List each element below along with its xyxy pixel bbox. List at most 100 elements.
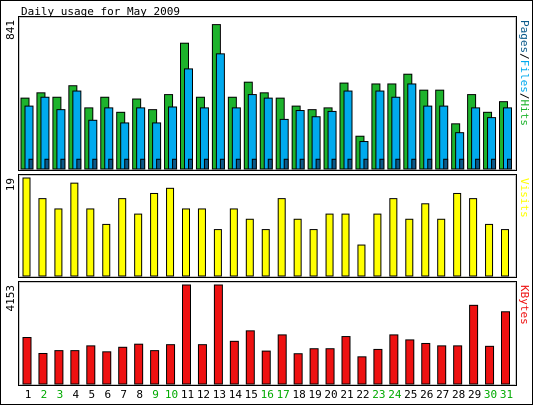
- pages-bar-day-19: [315, 158, 321, 170]
- visits-bar-day-12: [197, 208, 206, 277]
- kbytes-bar-day-4: [70, 350, 80, 385]
- pages-bar-day-16: [267, 158, 273, 170]
- visits-bar-day-8: [134, 213, 143, 277]
- kbytes-panel-max-label: 4153: [4, 285, 17, 312]
- kbytes-bar-day-22: [357, 356, 367, 385]
- files-bar-day-25: [407, 83, 417, 170]
- hits-panel-legend-item-4: Hits: [518, 100, 531, 127]
- visits-panel-max-label: 19: [4, 178, 17, 191]
- day-label-24: 24: [388, 388, 402, 401]
- pages-bar-day-15: [251, 158, 257, 170]
- visits-bar-day-4: [70, 182, 79, 277]
- day-label-18: 18: [293, 388, 306, 401]
- pages-bar-day-12: [203, 158, 209, 170]
- kbytes-bar-day-31: [501, 311, 510, 385]
- hits-panel-legend-item-1: /: [518, 53, 531, 60]
- visits-bar-day-28: [453, 192, 462, 277]
- visits-bar-day-15: [245, 218, 254, 277]
- visits-bar-day-20: [325, 213, 334, 277]
- hits-panel-legend-item-2: Files: [518, 60, 531, 93]
- pages-bar-day-1: [28, 158, 34, 170]
- files-bar-day-16: [263, 97, 273, 170]
- day-label-9: 9: [152, 388, 159, 401]
- visits-bar-day-30: [485, 223, 494, 277]
- pages-bar-day-7: [124, 158, 130, 170]
- day-label-2: 2: [41, 388, 48, 401]
- hits-panel-legend-item-0: Pages: [518, 20, 531, 53]
- day-label-1: 1: [25, 388, 32, 401]
- visits-bar-day-22: [357, 244, 366, 277]
- pages-bar-day-11: [188, 158, 193, 170]
- day-label-30: 30: [484, 388, 497, 401]
- files-bar-day-23: [375, 90, 385, 170]
- day-label-22: 22: [356, 388, 369, 401]
- kbytes-bar-day-14: [229, 340, 239, 385]
- visits-bar-day-11: [182, 208, 190, 277]
- day-label-27: 27: [436, 388, 449, 401]
- visits-bar-day-16: [261, 229, 270, 277]
- hits-panel-legend-item-3: /: [518, 93, 531, 100]
- visits-bar-day-7: [118, 198, 127, 277]
- kbytes-bar-day-18: [293, 353, 303, 385]
- day-label-20: 20: [324, 388, 337, 401]
- visits-bar-day-2: [38, 198, 47, 277]
- pages-bar-day-22: [363, 158, 369, 170]
- kbytes-bar-day-19: [309, 348, 319, 385]
- kbytes-bar-day-26: [421, 342, 431, 385]
- kbytes-bar-day-27: [437, 345, 447, 385]
- files-bar-day-15: [247, 94, 257, 170]
- day-label-4: 4: [73, 388, 80, 401]
- day-label-11: 11: [181, 388, 194, 401]
- pages-bar-day-4: [76, 158, 82, 170]
- visits-bar-day-3: [54, 208, 63, 277]
- files-bar-day-13: [215, 53, 225, 170]
- files-bar-day-11: [184, 68, 193, 170]
- visits-bar-day-21: [341, 213, 350, 277]
- pages-bar-day-6: [108, 158, 114, 170]
- visits-bar-day-17: [277, 198, 286, 277]
- files-bar-day-4: [72, 90, 82, 170]
- pages-bar-day-8: [140, 158, 146, 170]
- day-label-12: 12: [197, 388, 210, 401]
- day-label-25: 25: [404, 388, 417, 401]
- pages-bar-day-24: [395, 158, 401, 170]
- day-label-14: 14: [229, 388, 243, 401]
- day-label-15: 15: [245, 388, 258, 401]
- kbytes-bar-day-1: [22, 337, 32, 385]
- visits-bar-day-19: [309, 229, 318, 277]
- kbytes-bar-day-7: [118, 346, 128, 385]
- kbytes-bar-day-29: [469, 304, 479, 385]
- day-label-13: 13: [213, 388, 226, 401]
- day-label-19: 19: [308, 388, 321, 401]
- pages-bar-day-30: [491, 158, 497, 170]
- pages-bar-day-20: [331, 158, 337, 170]
- pages-bar-day-18: [299, 158, 305, 170]
- pages-bar-day-2: [44, 158, 50, 170]
- visits-bar-day-18: [293, 218, 302, 277]
- visits-bar-day-24: [389, 198, 398, 277]
- hits-panel-legend: Pages/Files/Hits: [518, 20, 531, 126]
- pages-bar-day-23: [379, 158, 385, 170]
- kbytes-bar-day-3: [54, 350, 64, 385]
- kbytes-bar-day-17: [277, 334, 287, 385]
- visits-bar-day-29: [469, 198, 478, 277]
- visits-bar-day-23: [373, 213, 382, 277]
- visits-bar-day-6: [102, 223, 111, 277]
- kbytes-bar-day-30: [485, 345, 495, 385]
- kbytes-bar-day-11: [182, 284, 191, 385]
- day-label-16: 16: [261, 388, 274, 401]
- pages-bar-day-29: [475, 158, 481, 170]
- kbytes-panel-legend-item-0: KBytes: [518, 285, 531, 325]
- day-label-6: 6: [104, 388, 111, 401]
- bars: [20, 24, 512, 385]
- visits-panel-legend: Visits: [518, 178, 531, 218]
- day-label-29: 29: [468, 388, 481, 401]
- day-label-28: 28: [452, 388, 465, 401]
- visits-bar-day-10: [166, 187, 175, 277]
- day-label-7: 7: [120, 388, 127, 401]
- visits-bar-day-31: [501, 229, 509, 277]
- kbytes-bar-day-21: [341, 336, 351, 385]
